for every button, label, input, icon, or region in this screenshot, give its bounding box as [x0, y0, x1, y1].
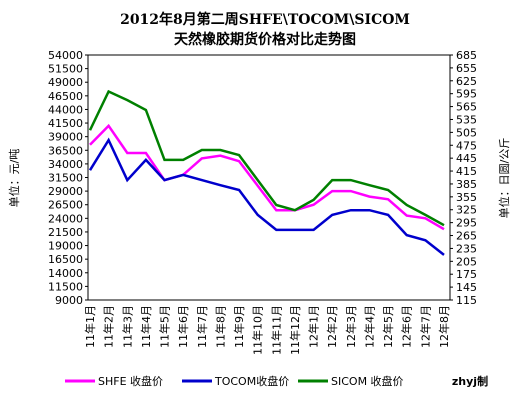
- y2-tick-label: 445: [456, 152, 477, 165]
- y-tick-label: 54000: [48, 49, 83, 62]
- y-tick-label: 9000: [55, 294, 83, 307]
- y-tick-label: 26500: [48, 199, 83, 212]
- x-tick-label: 11年10月: [251, 305, 265, 355]
- y2-tick-label: 235: [456, 242, 477, 255]
- y-tick-label: 39000: [48, 131, 83, 144]
- y2-axis-label: 单位：日圆/公斤: [497, 138, 511, 219]
- y-tick-label: 41500: [48, 117, 83, 130]
- credit: zhyj制: [452, 374, 488, 388]
- y2-tick-label: 535: [456, 113, 477, 126]
- x-tick-label: 12年3月: [344, 305, 358, 348]
- y-tick-label: 21500: [48, 226, 83, 239]
- chart-subtitle: 天然橡胶期货价格对比走势图: [174, 31, 356, 48]
- x-tick-label: 12年2月: [325, 305, 339, 348]
- y2-tick-label: 475: [456, 139, 477, 152]
- x-tick-label: 12年6月: [400, 305, 414, 348]
- y-tick-label: 11500: [48, 280, 83, 293]
- legend-label: TOCOM收盘价: [214, 374, 289, 388]
- x-tick-label: 11年8月: [213, 305, 227, 348]
- y-tick-label: 49000: [48, 76, 83, 89]
- x-tick-label: 12年8月: [437, 305, 451, 348]
- y-tick-label: 51500: [48, 63, 83, 76]
- y-tick-label: 31500: [48, 172, 83, 185]
- x-tick-label: 12年5月: [381, 305, 395, 348]
- x-tick-label: 12年1月: [307, 305, 321, 348]
- x-tick-label: 12年7月: [418, 305, 432, 348]
- y-tick-label: 36500: [48, 144, 83, 157]
- y2-tick-label: 655: [456, 62, 477, 75]
- x-tick-label: 11年11月: [269, 305, 283, 355]
- y-tick-label: 24000: [48, 212, 83, 225]
- y2-tick-label: 415: [456, 165, 477, 178]
- x-tick-label: 11年5月: [158, 305, 172, 348]
- y2-tick-label: 295: [456, 217, 477, 230]
- y-tick-label: 16500: [48, 253, 83, 266]
- y-tick-label: 19000: [48, 240, 83, 253]
- y-tick-label: 44000: [48, 103, 83, 116]
- y-tick-label: 14000: [48, 267, 83, 280]
- y2-tick-label: 175: [456, 268, 477, 281]
- y2-tick-label: 145: [456, 281, 477, 294]
- y-tick-label: 34000: [48, 158, 83, 171]
- legend-label: SHFE 收盘价: [98, 374, 163, 388]
- y-tick-label: 46500: [48, 90, 83, 103]
- y2-tick-label: 265: [456, 230, 477, 243]
- y2-tick-label: 505: [456, 126, 477, 139]
- x-tick-label: 11年4月: [139, 305, 153, 348]
- x-tick-label: 11年3月: [120, 305, 134, 348]
- series-line: [89, 123, 445, 231]
- y2-tick-label: 625: [456, 75, 477, 88]
- legend-label: SICOM 收盘价: [331, 374, 404, 388]
- y2-tick-label: 385: [456, 178, 477, 191]
- y2-tick-label: 685: [456, 49, 477, 62]
- x-tick-label: 11年6月: [176, 305, 190, 348]
- y2-tick-label: 565: [456, 101, 477, 114]
- series-line: [88, 137, 445, 256]
- series-line: [88, 89, 445, 227]
- x-tick-label: 11年1月: [83, 305, 97, 348]
- y2-tick-label: 205: [456, 255, 477, 268]
- x-tick-label: 11年9月: [232, 305, 246, 348]
- x-tick-label: 11年2月: [102, 305, 116, 348]
- chart-title: 2012年8月第二周SHFE\TOCOM\SICOM: [120, 11, 410, 28]
- x-tick-label: 11年7月: [195, 305, 209, 348]
- y2-tick-label: 115: [456, 294, 477, 307]
- y2-tick-label: 355: [456, 191, 477, 204]
- y2-tick-label: 325: [456, 204, 477, 217]
- y-axis-label: 单位：元/吨: [7, 149, 21, 208]
- y2-tick-label: 595: [456, 88, 477, 101]
- y-tick-label: 29000: [48, 185, 83, 198]
- x-tick-label: 12年4月: [362, 305, 376, 348]
- x-tick-label: 11年12月: [288, 305, 302, 355]
